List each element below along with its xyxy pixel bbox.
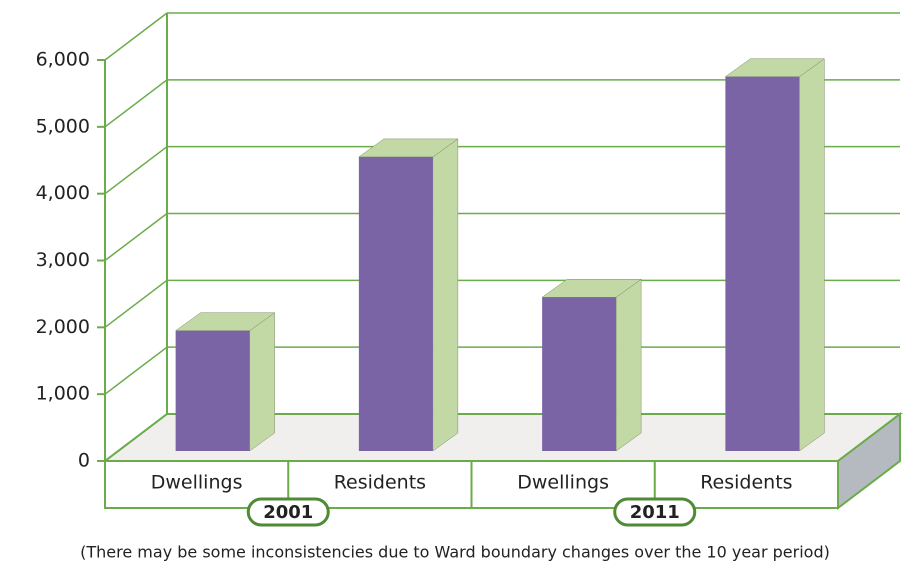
y-tick-label: 4,000 — [36, 182, 90, 204]
grid-diagonal — [104, 346, 168, 395]
bar-side — [799, 58, 825, 452]
grid-diagonal — [104, 79, 168, 128]
x-tick-label: Residents — [700, 472, 792, 494]
y-tick-label: 2,000 — [36, 316, 90, 338]
y-tick-label: 0 — [78, 450, 90, 472]
bar — [725, 76, 800, 451]
bar-side — [249, 312, 275, 452]
grid-diagonal — [104, 12, 168, 61]
y-tick-label: 5,000 — [36, 115, 90, 137]
group-label: 2001 — [263, 502, 313, 523]
grid-diagonal — [104, 279, 168, 328]
x-tick-label: Dwellings — [517, 472, 609, 494]
x-tick-label: Residents — [334, 472, 426, 494]
bar — [542, 297, 617, 451]
bar — [358, 156, 433, 451]
y-tick-label: 1,000 — [36, 383, 90, 405]
x-tick-label: Dwellings — [151, 472, 243, 494]
bar-side — [432, 138, 459, 452]
group-label: 2011 — [630, 502, 680, 523]
grid-diagonal — [104, 413, 168, 462]
grid-diagonal — [104, 146, 168, 195]
bar — [175, 330, 250, 451]
strip-side — [837, 411, 901, 511]
y-tick-label: 6,000 — [36, 49, 90, 71]
footnote: (There may be some inconsistencies due t… — [80, 543, 830, 562]
group-pill — [246, 497, 330, 527]
group-pill — [613, 497, 697, 527]
bar-side — [615, 278, 642, 452]
y-tick-label: 3,000 — [36, 249, 90, 271]
grid-diagonal — [104, 212, 168, 262]
